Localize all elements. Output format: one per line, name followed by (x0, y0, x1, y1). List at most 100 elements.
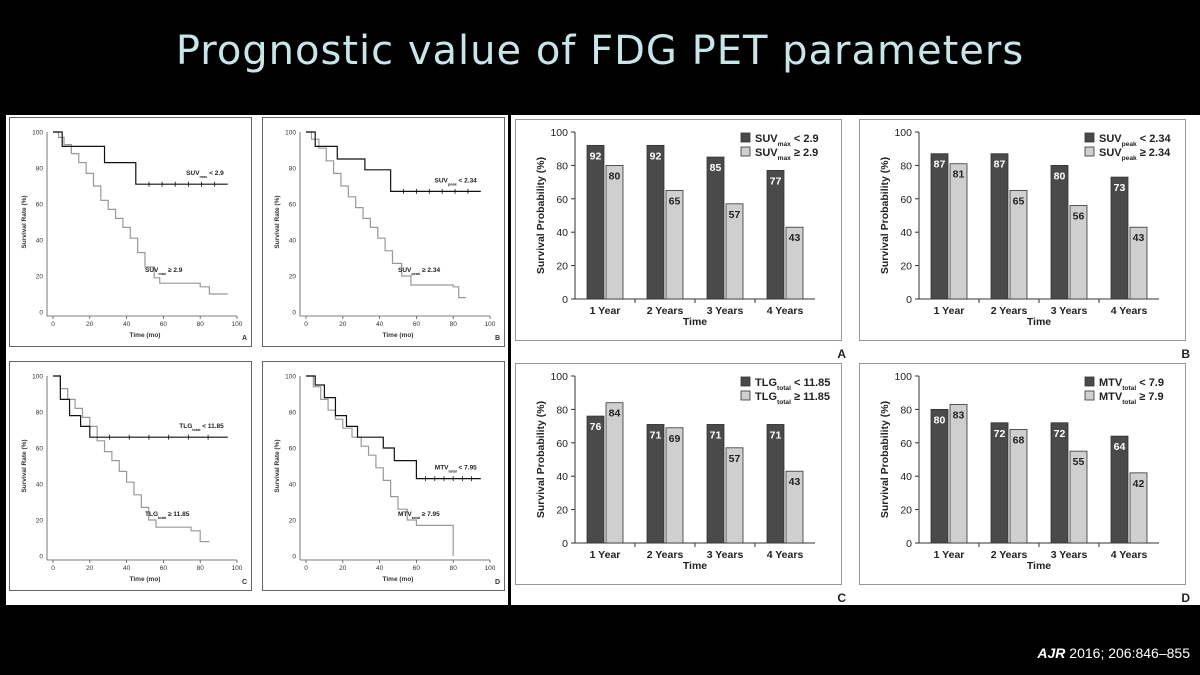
bar-value-label: 83 (953, 409, 965, 421)
bar-y-tick-label: 20 (900, 261, 912, 273)
km-x-tick-label: 100 (232, 321, 243, 328)
bar-y-tick-label: 100 (894, 127, 912, 139)
bar-legend-label: MTVtotal < 7.9 (1099, 377, 1164, 392)
km-x-tick-label: 40 (123, 565, 131, 572)
bar-value-label: 80 (609, 170, 621, 182)
bar-value-label: 65 (669, 195, 681, 207)
km-panel-c: 0 20 40 60 80 100 0 20 40 60 80 100 Time (mo) Surviva… (21, 374, 247, 587)
bar-low (1069, 205, 1088, 300)
bar-value-label: 64 (1114, 441, 1126, 453)
bar-y-tick-label: 40 (900, 227, 912, 239)
bar-chart-a: 0 20 40 60 80 100 Survival Probability (%) 1 Ye… (535, 127, 846, 361)
km-label-low: TLGtotal ≥ 11.85 (145, 511, 190, 520)
bar-category-label: 2 Years (647, 549, 684, 561)
bar-low (725, 447, 744, 544)
bar-value-label: 43 (789, 232, 801, 244)
km-label-high: TLGtotal < 11.85 (179, 423, 224, 432)
bar-x-axis-label: Time (1027, 560, 1051, 572)
km-x-tick-label: 100 (485, 321, 496, 328)
bar-y-axis-label: Survival Probability (%) (879, 157, 891, 274)
km-x-tick-label: 40 (376, 565, 384, 572)
bar-high (706, 156, 725, 300)
bar-x-axis-label: Time (683, 560, 707, 572)
bar-value-label: 71 (650, 429, 662, 441)
bar-frame-d (859, 363, 1186, 585)
bar-value-label: 84 (609, 408, 621, 420)
km-x-axis-label: Time (mo) (383, 576, 414, 583)
bar-low (605, 402, 624, 544)
bar-legend-label: SUVmax ≥ 2.9 (755, 147, 818, 162)
bar-legend-swatch (1084, 390, 1095, 401)
km-x-axis-label: Time (mo) (130, 332, 161, 339)
bar-value-label: 87 (934, 159, 946, 171)
bar-y-tick-label: 0 (906, 294, 912, 306)
km-figure: 0 20 40 60 80 100 0 20 40 60 80 100 Time (mo) Surviva… (6, 115, 508, 605)
km-x-tick-label: 60 (160, 565, 168, 572)
km-x-axis-label: Time (mo) (130, 576, 161, 583)
bar-value-label: 73 (1114, 182, 1126, 194)
km-y-axis-label: Survival Rate (%) (21, 195, 28, 248)
km-label-high: SUVmax < 2.9 (186, 170, 224, 179)
bar-frame-c (515, 363, 842, 585)
km-x-tick-label: 80 (197, 565, 205, 572)
km-x-tick-label: 40 (123, 321, 131, 328)
km-x-tick-label: 80 (450, 321, 458, 328)
citation-details: 2016; 206:846–855 (1065, 645, 1190, 661)
bar-value-label: 80 (934, 414, 946, 426)
bar-high (586, 415, 605, 544)
bar-high (586, 144, 605, 300)
bar-y-tick-label: 80 (900, 160, 912, 172)
bar-legend-swatch (1084, 132, 1095, 143)
bar-frame-a (515, 119, 842, 341)
citation-journal: AJR (1037, 645, 1066, 661)
bar-legend-swatch (740, 376, 751, 387)
bar-low (665, 190, 684, 300)
bar-value-label: 72 (1054, 428, 1066, 440)
km-curve-high (53, 131, 228, 185)
bar-legend-label: SUVpeak ≥ 2.34 (1099, 147, 1171, 162)
bar-high (930, 408, 949, 544)
km-panel-letter: D (495, 579, 500, 586)
km-y-tick-label: 100 (285, 130, 296, 137)
bar-category-label: 3 Years (1051, 305, 1088, 317)
bar-high (1050, 165, 1069, 300)
km-panel-letter: C (242, 579, 247, 586)
bar-high (990, 422, 1009, 544)
km-x-tick-label: 80 (197, 321, 205, 328)
bar-value-label: 76 (590, 421, 602, 433)
bar-low (1009, 429, 1028, 544)
km-x-tick-label: 0 (304, 321, 308, 328)
bar-value-label: 81 (953, 169, 965, 181)
bar-category-label: 1 Year (590, 305, 621, 317)
bar-category-label: 4 Years (1111, 549, 1148, 561)
km-y-tick-label: 20 (36, 518, 44, 525)
bar-chart-b: 0 20 40 60 80 100 Survival Probability (%) 1 Ye… (879, 127, 1190, 361)
bar-low (785, 226, 804, 300)
bar-low (1069, 450, 1088, 544)
km-y-tick-label: 60 (289, 202, 297, 209)
km-panel-b: 0 20 40 60 80 100 0 20 40 60 80 100 Time (mo) Surviva… (274, 130, 500, 343)
bar-legend-swatch (740, 146, 751, 157)
km-y-tick-label: 80 (289, 166, 297, 173)
bar-category-label: 2 Years (991, 549, 1028, 561)
km-curve-high (53, 375, 228, 438)
bar-high (1110, 176, 1129, 300)
km-y-axis-label: Survival Rate (%) (21, 439, 28, 492)
bar-high (646, 424, 665, 544)
km-y-tick-label: 80 (36, 166, 44, 173)
km-x-axis-label: Time (mo) (383, 332, 414, 339)
bar-value-label: 57 (729, 209, 741, 221)
bar-y-tick-label: 100 (894, 371, 912, 383)
bar-value-label: 87 (994, 159, 1006, 171)
km-curve-low (53, 375, 210, 543)
km-x-tick-label: 20 (339, 321, 347, 328)
bar-figure: 0 20 40 60 80 100 Survival Probability (%) 1 Ye… (511, 115, 1200, 605)
bar-y-tick-label: 40 (556, 227, 568, 239)
bar-y-tick-label: 20 (556, 261, 568, 273)
km-x-tick-label: 20 (86, 565, 94, 572)
bar-value-label: 42 (1133, 478, 1145, 490)
bar-charts: 0 20 40 60 80 100 Survival Probability (%) 1 Ye… (535, 127, 1190, 605)
km-y-tick-label: 40 (289, 482, 297, 489)
bar-category-label: 3 Years (1051, 549, 1088, 561)
bar-value-label: 71 (770, 429, 782, 441)
